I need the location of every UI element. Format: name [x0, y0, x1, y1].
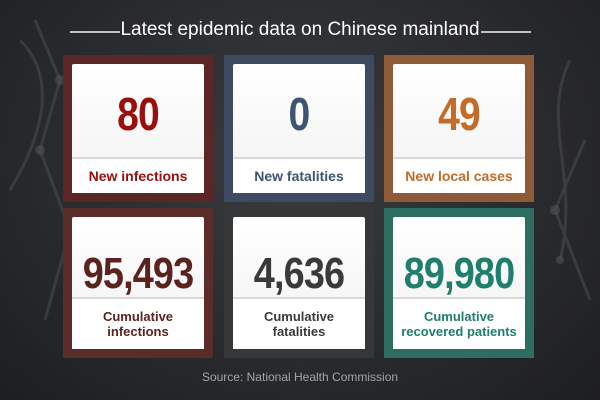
cumulative-infections-label: Cumulative infections [72, 297, 204, 349]
cumulative-recovered-label-line1: Cumulative [423, 309, 495, 324]
header-left-rule [70, 31, 120, 33]
card-new-local-cases: 49 New local cases [384, 55, 534, 202]
new-local-cases-label: New local cases [393, 157, 525, 193]
card-cumulative-recovered: 89,980 Cumulative recovered patients [384, 208, 534, 358]
page-title: Latest epidemic data on Chinese mainland [120, 19, 480, 40]
cumulative-fatalities-label: Cumulative fatalities [233, 297, 365, 349]
new-infections-value: 80 [117, 88, 160, 140]
new-fatalities-label-text: New fatalities [254, 168, 344, 184]
cumulative-fatalities-value: 4,636 [253, 249, 345, 298]
cumulative-recovered-label-line2: recovered patients [401, 324, 517, 339]
cumulative-recovered-value: 89,980 [403, 249, 515, 298]
card-new-infections: 80 New infections [63, 55, 213, 202]
new-fatalities-label: New fatalities [233, 157, 365, 193]
new-local-cases-value: 49 [438, 88, 481, 140]
cumulative-fatalities-label-line1: Cumulative [263, 309, 335, 324]
cumulative-infections-label-line2: infections [107, 324, 169, 339]
cumulative-recovered-label: Cumulative recovered patients [393, 297, 525, 349]
cumulative-fatalities-label-line2: fatalities [272, 324, 326, 339]
new-local-cases-label-text: New local cases [405, 168, 513, 184]
card-new-fatalities: 0 New fatalities [224, 55, 374, 202]
header: Latest epidemic data on Chinese mainland [0, 14, 600, 46]
new-fatalities-value: 0 [288, 88, 311, 140]
new-infections-label: New infections [72, 157, 204, 193]
cumulative-infections-label-line1: Cumulative [102, 309, 174, 324]
header-right-rule [481, 31, 531, 33]
cumulative-infections-value: 95,493 [82, 249, 194, 298]
new-infections-label-text: New infections [88, 168, 188, 184]
source-credit: Source: National Health Commission [201, 370, 399, 384]
card-cumulative-fatalities: 4,636 Cumulative fatalities [224, 208, 374, 358]
card-cumulative-infections: 95,493 Cumulative infections [63, 208, 213, 358]
